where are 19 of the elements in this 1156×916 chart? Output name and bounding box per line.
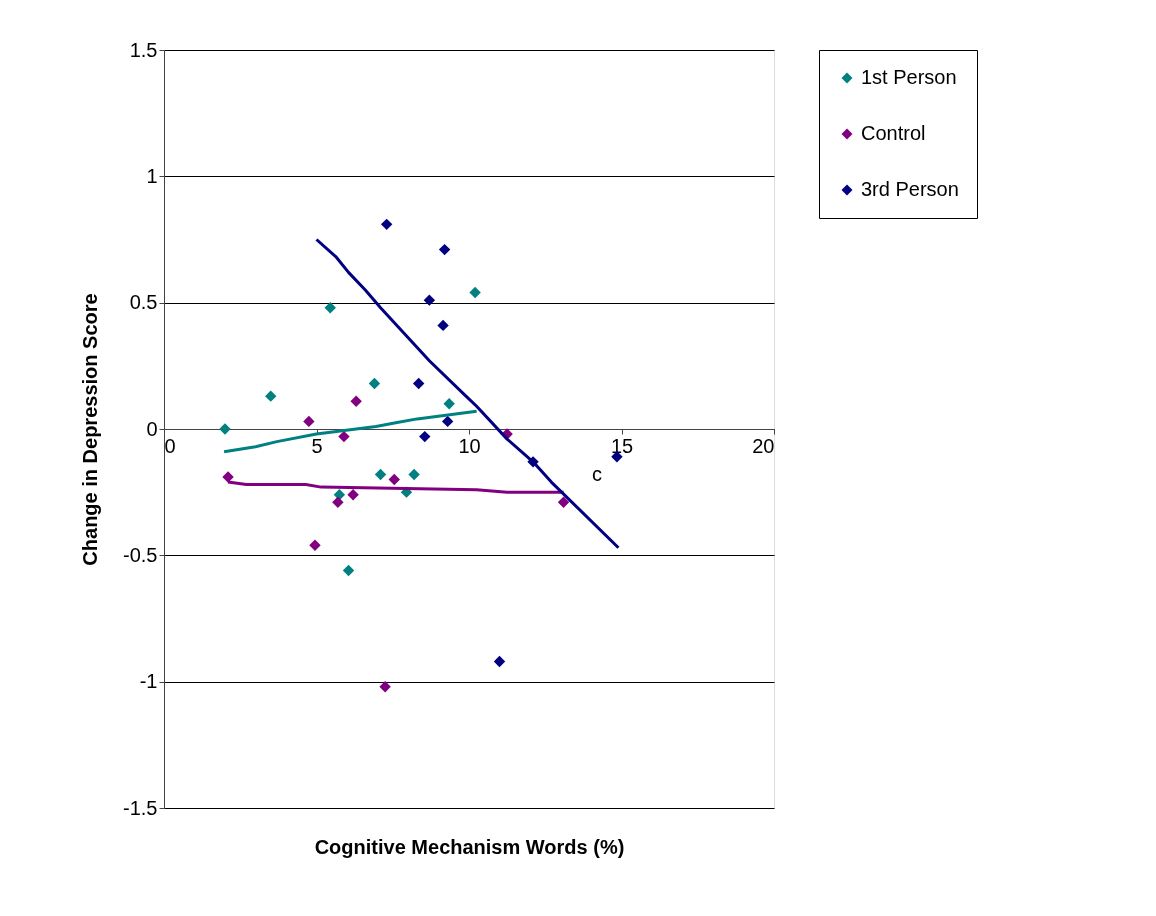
x-tick-label: 15 (610, 434, 634, 457)
y-tick-label: 0.5 (129, 291, 158, 314)
x-tick-label: 20 (752, 434, 775, 457)
x-tick-label: 5 (311, 434, 323, 457)
y-tick-label: -1.5 (123, 796, 158, 819)
y-axis-title: Change in Depression Score (79, 293, 102, 566)
x-tick-label: 0 (164, 434, 176, 457)
y-tick-label: -0.5 (123, 543, 158, 566)
y-tick-label: -1 (139, 670, 158, 693)
legend-label: 3rd Person (861, 178, 959, 200)
x-axis-title: Cognitive Mechanism Words (%) (314, 835, 625, 858)
y-tick-label: 1 (146, 164, 158, 187)
y-tick-label: 0 (146, 417, 158, 440)
annotation: c (592, 463, 603, 485)
line-series (222, 409, 479, 454)
legend-label: 1st Person (861, 66, 957, 88)
y-tick-label: 1.5 (129, 38, 158, 61)
legend-label: Control (861, 122, 926, 144)
x-tick-label: 10 (458, 434, 481, 457)
